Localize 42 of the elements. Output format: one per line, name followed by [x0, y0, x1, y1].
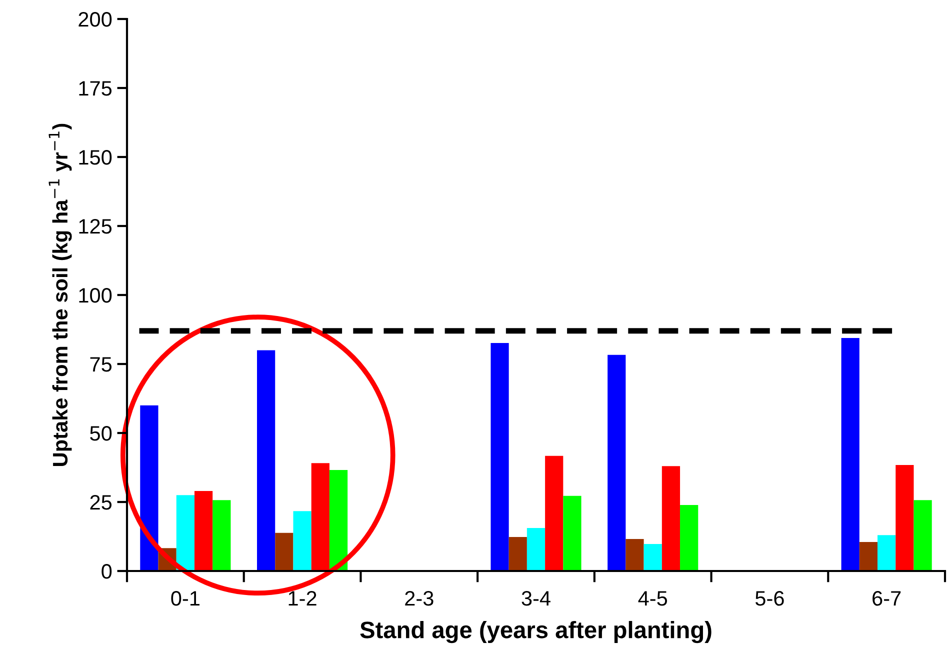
y-tick-label: 25: [90, 495, 112, 510]
bar: [626, 538, 644, 571]
x-tick-label: 3-4: [522, 590, 550, 606]
bar: [490, 343, 509, 571]
bar: [212, 500, 231, 571]
bar: [680, 505, 698, 571]
x-tick-label: 6-7: [872, 590, 901, 606]
y-tick-label: 125: [79, 219, 112, 234]
bar: [859, 542, 878, 571]
bar: [526, 528, 546, 571]
x-tick-label: 5-6: [755, 590, 784, 606]
bar: [140, 405, 158, 571]
bar: [608, 354, 626, 571]
bar: [914, 500, 932, 571]
y-tick-label: 175: [79, 81, 112, 96]
bar: [194, 490, 213, 571]
bar: [329, 470, 348, 571]
y-tick-label: 0: [102, 564, 112, 579]
bar: [644, 544, 662, 571]
bar: [293, 511, 312, 571]
bar: [275, 532, 294, 571]
bar: [257, 350, 276, 571]
bar: [508, 537, 527, 571]
bar: [563, 496, 582, 571]
x-tick-label: 4-5: [638, 591, 668, 606]
y-tick-label: 200: [78, 12, 112, 27]
y-axis-title: Uptake from the soil (kg ha$^{−1}$ yr$^{−1}$): [48, 124, 72, 466]
bar: [878, 535, 896, 571]
x-axis-title: Stand age (years after planting): [360, 620, 712, 644]
bar: [311, 463, 330, 571]
y-tick-label: 100: [79, 288, 112, 303]
bar: [176, 495, 194, 571]
y-tick-label: 75: [90, 357, 112, 372]
bar: [662, 466, 680, 571]
bar: [841, 338, 860, 571]
bar: [896, 465, 914, 571]
x-tick-label: 0-1: [171, 590, 200, 606]
x-tick-label: 2-3: [405, 590, 434, 606]
y-tick-label: 50: [90, 426, 112, 441]
y-tick-label: 150: [79, 150, 112, 165]
bar: [545, 456, 564, 571]
x-tick-label: 1-2: [288, 590, 316, 606]
